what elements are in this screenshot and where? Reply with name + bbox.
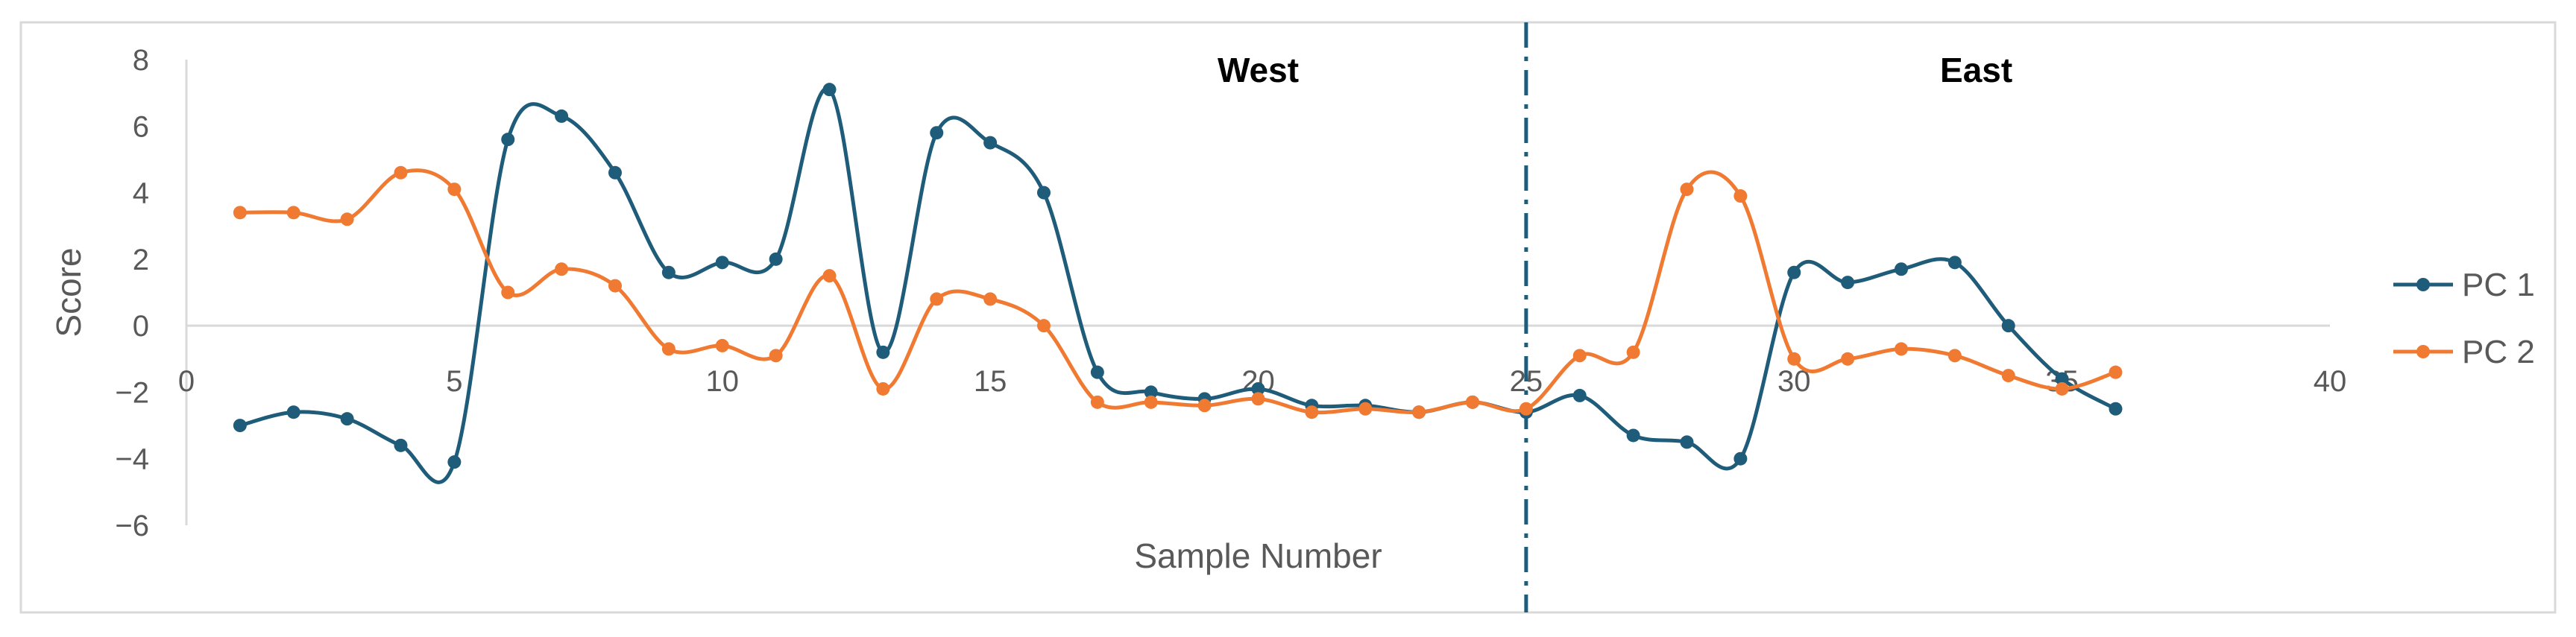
data-point [661,265,676,279]
data-point [286,206,300,220]
data-point [501,133,515,147]
x-axis-title: Sample Number [1134,536,1382,575]
data-point [822,83,837,97]
data-point [1680,183,1694,197]
data-point [715,338,729,352]
data-point [876,345,890,359]
y-tick-label: 4 [133,177,149,210]
data-point [1841,352,1855,366]
data-point [822,269,837,283]
data-point [1895,262,1908,276]
y-tick-label: −4 [115,443,149,476]
data-point [2055,372,2069,386]
data-point [2001,319,2015,333]
y-tick-label: 6 [133,110,149,143]
data-point [394,165,408,180]
data-point [1626,345,1640,359]
x-tick-label: 10 [706,365,740,398]
data-point [1412,405,1426,419]
data-point [286,405,300,419]
data-point [1197,399,1212,413]
data-point [340,212,354,226]
data-point [233,419,247,433]
data-point [394,438,408,452]
data-point [1251,392,1265,406]
data-point [930,126,944,140]
data-point [1037,186,1051,200]
data-point [1572,349,1587,363]
data-point [2109,365,2123,379]
data-point [1144,395,1158,409]
data-point [1626,428,1640,443]
data-point [608,279,622,293]
data-point [2109,402,2123,416]
legend-item: PC 1 [2393,267,2535,303]
data-point [447,183,462,197]
x-tick-label: 5 [446,365,462,398]
data-point [1947,256,1962,270]
y-tick-label: −2 [115,376,149,409]
data-point [340,412,354,426]
data-point [983,292,998,306]
series-pc-2 [233,165,2123,419]
data-point [1787,265,1801,279]
data-point [555,262,569,276]
y-tick-label: 8 [133,44,149,77]
data-point [1305,405,1319,419]
data-point [1841,276,1855,290]
data-point [501,285,515,300]
legend-marker [2416,278,2430,291]
data-point [1251,381,1265,396]
data-point [1144,385,1158,399]
region-label-east: East [1940,51,2012,89]
x-tick-label: 40 [2314,365,2347,398]
x-tick-label: 0 [178,365,195,398]
legend-marker [2416,345,2430,358]
data-point [2001,369,2015,383]
y-tick-label: −6 [115,510,149,542]
data-point [1680,435,1694,449]
data-point [1572,388,1587,402]
data-point [1947,349,1962,363]
data-point [447,455,462,469]
y-tick-label: 2 [133,244,149,276]
data-point [661,342,676,356]
y-tick-label: 0 [133,310,149,343]
x-tick-label: 15 [974,365,1007,398]
legend-label: PC 2 [2462,334,2535,370]
region-label-west: West [1218,51,1299,89]
data-point [555,109,569,123]
data-point [769,252,783,266]
chart-border [19,21,2557,614]
data-point [1895,342,1908,356]
legend-item: PC 2 [2393,334,2535,370]
legend: PC 1 PC 2 [2393,267,2535,370]
y-axis-title: Score [49,247,88,337]
data-point [1090,365,1104,379]
data-point [769,349,783,363]
data-point [715,256,729,270]
y-tick-labels: 8 6 4 2 0 −2 −4 −6 [115,44,149,542]
legend-label: PC 1 [2462,267,2535,303]
data-point [1358,402,1373,416]
data-point [1733,189,1748,203]
data-point [1037,319,1051,333]
data-point [1733,451,1748,466]
data-point [1090,395,1104,409]
data-point [608,165,622,180]
data-point [1466,395,1479,409]
region-labels: West East [1218,51,2012,89]
data-point [930,292,944,306]
data-point [233,206,247,220]
data-point [876,381,890,396]
data-point [2055,381,2069,396]
data-point [1787,352,1801,366]
data-point [1519,402,1533,416]
data-point [983,136,998,150]
series-layer [233,83,2123,484]
